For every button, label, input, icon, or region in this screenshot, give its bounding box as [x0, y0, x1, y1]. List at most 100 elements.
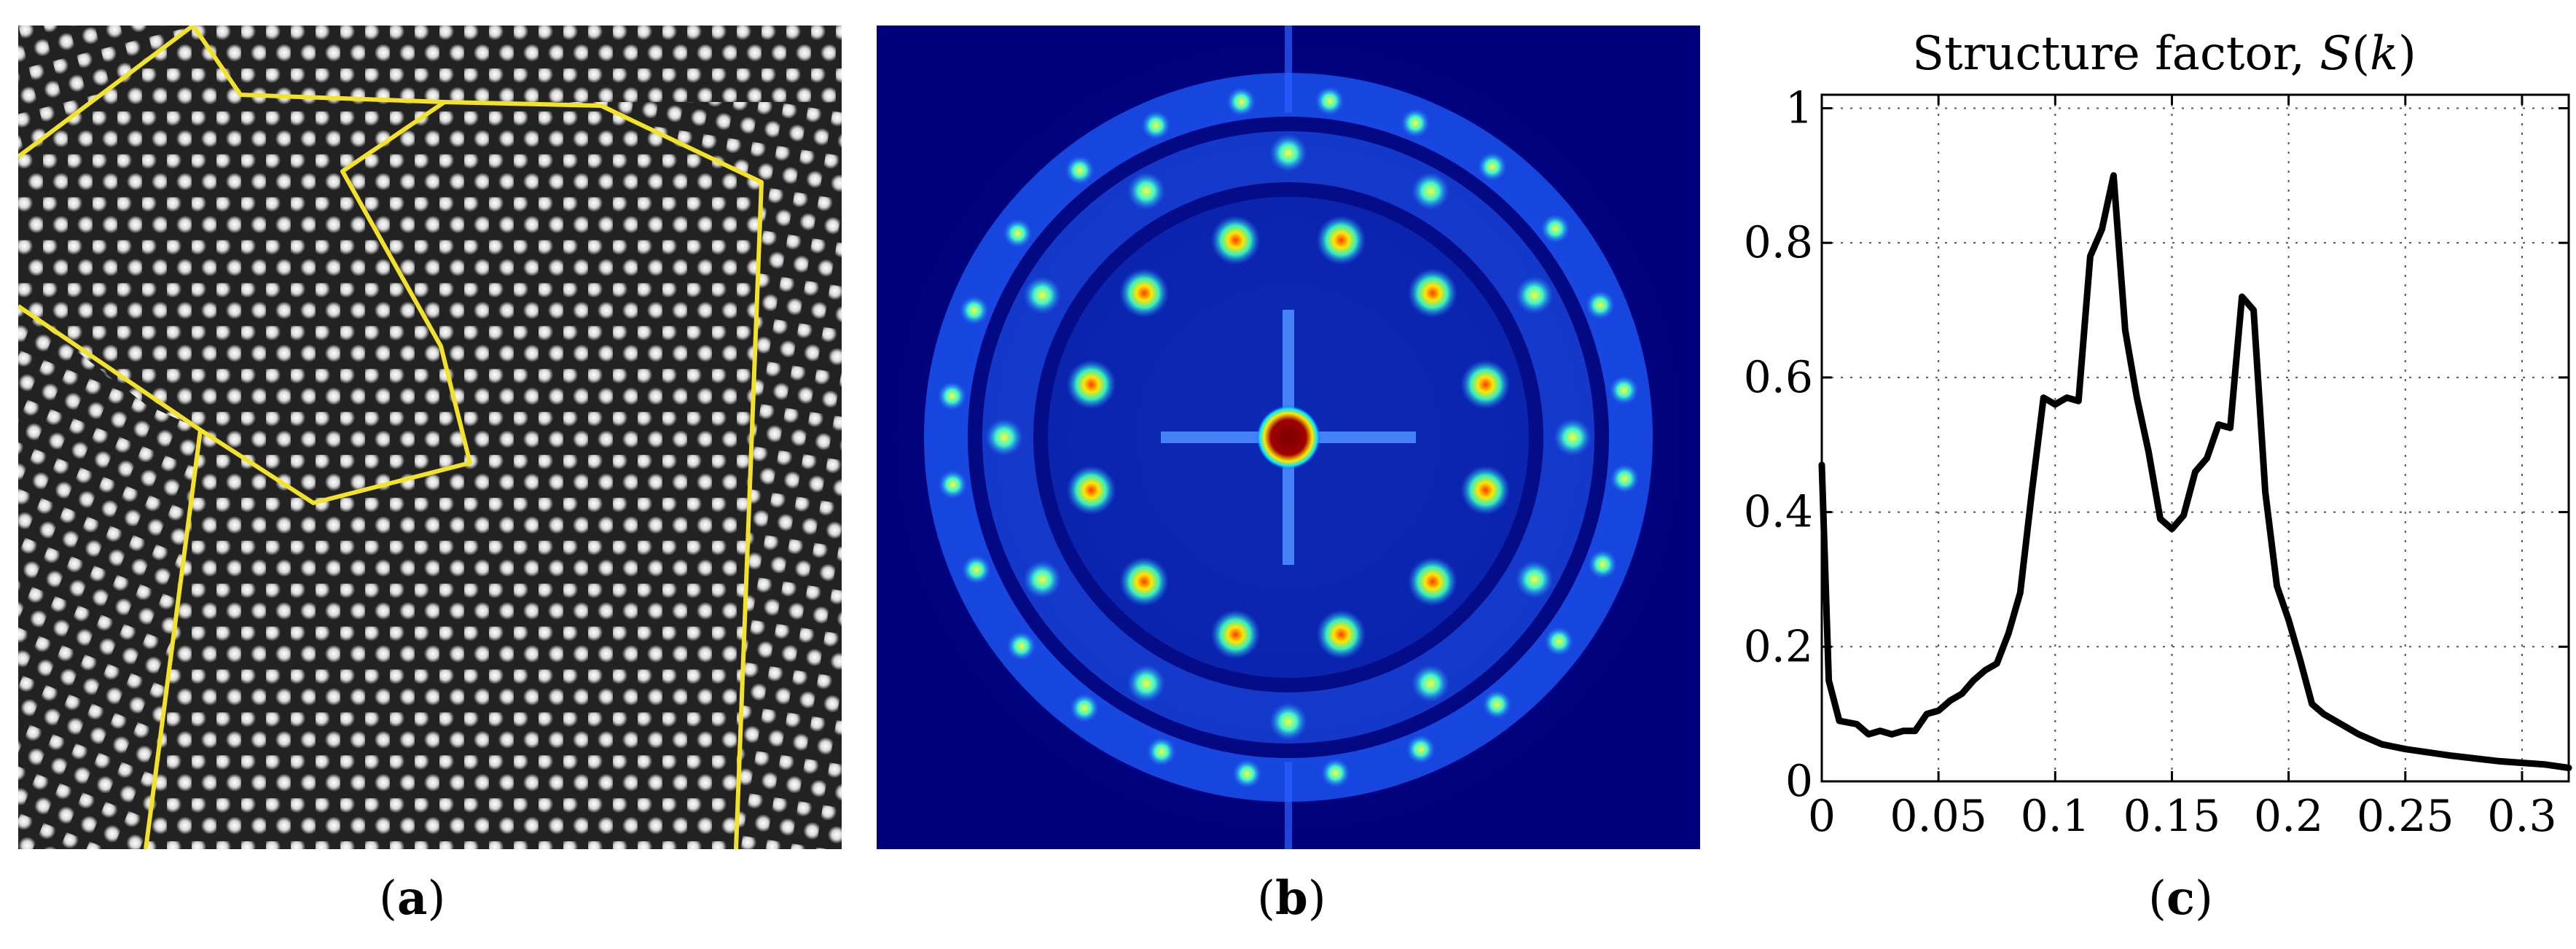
lattice-grain-center [18, 157, 202, 849]
data-point [2265, 491, 2266, 493]
bragg-spot-outer [1588, 550, 1618, 579]
fourier-center-peak [1256, 405, 1320, 469]
data-point [2218, 424, 2220, 426]
bragg-spot-outer [1315, 86, 1344, 116]
bragg-spot-outer [959, 295, 989, 325]
data-point [2335, 720, 2336, 722]
fourier-image-panel [877, 26, 1700, 849]
bragg-spot-inner [1210, 215, 1261, 265]
x-tick-label: 0 [1808, 791, 1836, 842]
panel-c-caption: (c) [2148, 871, 2213, 926]
caption-open-paren: ( [2148, 872, 2166, 926]
bragg-spot-outer [1006, 631, 1036, 661]
data-point [1839, 720, 1840, 722]
bragg-spot-inner [1119, 268, 1170, 319]
bragg-spot-middle [1515, 561, 1554, 598]
fourier-image [877, 26, 1700, 849]
x-tick-label: 0.1 [2021, 791, 2090, 842]
caption-letter: c [2166, 871, 2195, 926]
lattice-grain-right [426, 102, 842, 849]
bragg-spot-middle [1127, 172, 1165, 211]
bragg-spot-outer [1477, 152, 1507, 181]
bragg-spot-inner [1407, 556, 1457, 606]
x-tick-label: 0.25 [2357, 791, 2454, 842]
data-point [1914, 730, 1916, 732]
y-tick-label: 0.6 [1744, 352, 1813, 403]
data-point [1973, 679, 1974, 681]
chart-title-prefix: Structure factor, [1912, 27, 2319, 81]
chart-title-paren-open: ( [2352, 27, 2370, 81]
caption-close-paren: ) [427, 872, 446, 926]
bragg-spot-middle [1515, 276, 1554, 314]
bragg-spot-outer [1141, 110, 1171, 140]
data-point [2311, 703, 2313, 705]
bragg-spot-middle [1412, 172, 1449, 211]
bragg-spot-outer [1226, 87, 1256, 117]
chart-title-paren-close: ) [2398, 27, 2416, 81]
caption-close-paren: ) [1307, 872, 1326, 926]
chart-title-variable: k [2370, 27, 2398, 81]
caption-open-paren: ( [1257, 872, 1275, 926]
data-point [2230, 427, 2231, 429]
bragg-spot-outer [1609, 375, 1639, 405]
bragg-spot-middle [1554, 418, 1592, 456]
caption-open-paren: ( [379, 872, 397, 926]
data-point [2182, 515, 2184, 516]
data-point [2113, 175, 2114, 176]
x-tick-label: 0.05 [1890, 791, 1987, 842]
y-tick-label: 1 [1785, 82, 1813, 133]
caption-letter: b [1275, 871, 1308, 926]
data-point [2148, 450, 2149, 452]
structure-factor-chart-panel: Structure factor, S(k) 0 0.05 0.1 0.15 0.2 0.… [1742, 0, 2576, 875]
panel-b-caption: (b) [1257, 871, 1326, 926]
bragg-spot-outer [1232, 759, 1262, 789]
bragg-spot-outer [1070, 693, 1100, 723]
y-tick-label: 0.4 [1744, 487, 1813, 538]
bragg-spot-inner [1066, 359, 1116, 410]
x-tick-label: 0.15 [2123, 791, 2221, 842]
bragg-spot-inner [1316, 609, 1366, 660]
bragg-spot-outer [1003, 219, 1033, 249]
bragg-spot-inner [1119, 556, 1170, 606]
bragg-spot-outer [1544, 626, 1574, 656]
data-point [1949, 700, 1951, 701]
lattice-image [17, 23, 842, 850]
grain-boundaries [17, 23, 764, 850]
y-tick-label: 0.2 [1744, 621, 1813, 672]
data-point [2498, 760, 2499, 762]
data-point [1868, 733, 1869, 735]
lattice-image-panel [17, 23, 842, 850]
bragg-spot-outer [937, 381, 967, 411]
bragg-spot-middle [1269, 134, 1307, 172]
chart-plot-frame [1820, 93, 2570, 783]
chart-ticks: 0 0.05 0.1 0.15 0.2 0.25 0.3 0 0.2 0.4 0.6 0.8 1 [1744, 82, 2569, 842]
bragg-spot-inner [1460, 465, 1511, 515]
data-point [1821, 464, 1823, 466]
data-point [2276, 585, 2278, 587]
caption-close-paren: ) [2194, 872, 2213, 926]
bragg-spots [937, 86, 1640, 789]
y-tick-label: 0.8 [1744, 217, 1813, 268]
structure-factor-line [1818, 172, 2572, 771]
bragg-spot-outer [1401, 108, 1430, 138]
grain-boundary-line [144, 429, 203, 850]
bragg-spot-inner [1460, 359, 1511, 410]
data-point [2043, 397, 2044, 399]
panel-a-caption: (a) [379, 871, 445, 926]
bragg-spot-inner [1316, 215, 1366, 265]
bragg-spot-outer [938, 469, 968, 499]
data-point [1903, 730, 1904, 732]
bragg-spot-middle [1023, 561, 1062, 598]
bragg-spot-middle [1023, 276, 1062, 314]
bragg-spot-middle [1127, 664, 1165, 703]
bragg-spot-outer [1065, 155, 1095, 185]
fourier-cross-vertical-bottom [1285, 762, 1292, 849]
fourier-cross-vertical-top [1285, 26, 1292, 113]
chart-title: Structure factor, S(k) [1912, 27, 2416, 81]
y-tick-label: 0 [1785, 756, 1813, 807]
bragg-spot-middle [985, 418, 1023, 456]
data-point [2054, 404, 2056, 405]
data-point [2358, 733, 2360, 735]
bragg-spot-outer [1406, 735, 1436, 765]
data-point [1828, 679, 1830, 681]
